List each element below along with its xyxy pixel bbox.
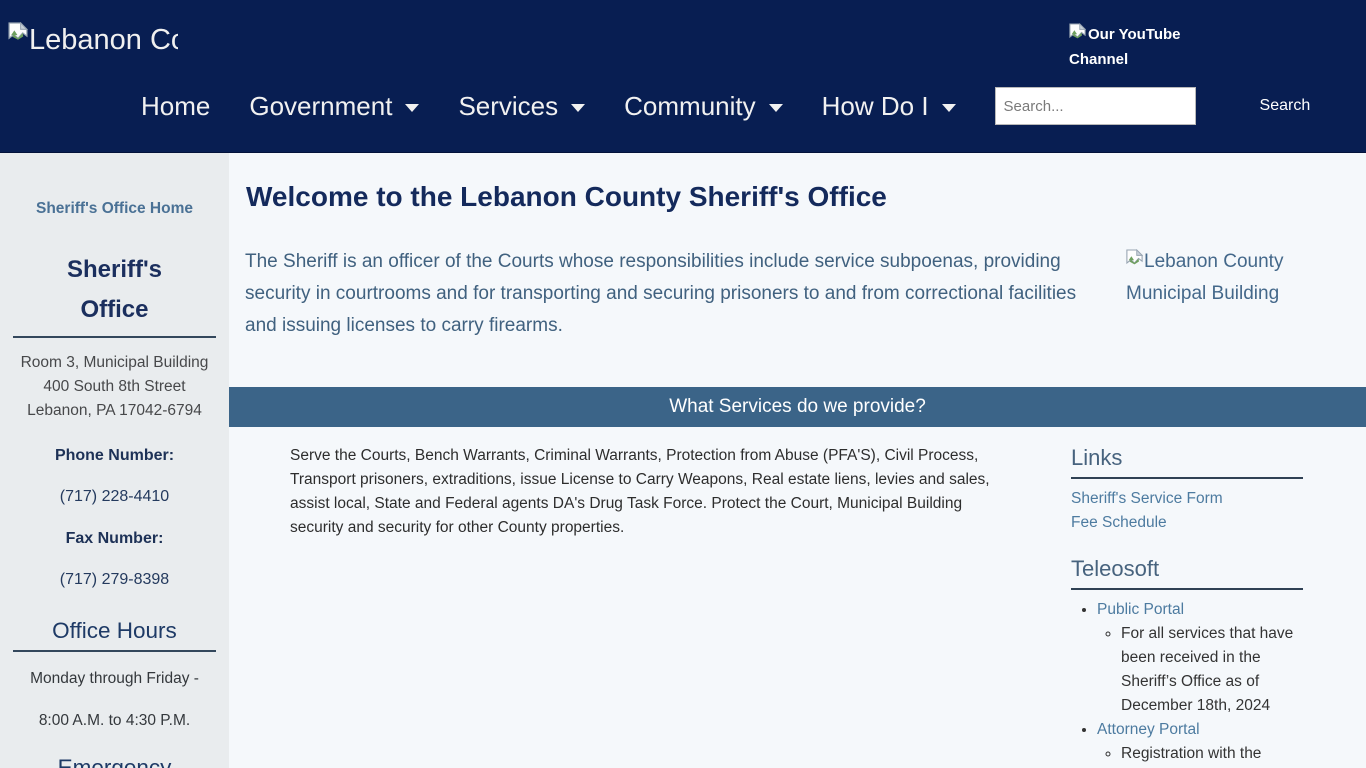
chevron-down-icon: [571, 104, 586, 112]
broken-image-icon: [1069, 22, 1087, 39]
sidebar-title: Sheriff's Office: [66, 256, 163, 323]
links-column: Links Sheriff's Service Form Fee Schedul…: [1071, 444, 1303, 766]
page-title: Welcome to the Lebanon County Sheriff's …: [246, 181, 887, 212]
address-line: Lebanon, PA 17042-6794: [27, 402, 202, 419]
nav-label: Home: [141, 90, 211, 121]
divider: [1071, 477, 1303, 479]
top-navbar: Lebanon Co Our YouTube Channel Home Gove…: [0, 0, 1366, 153]
main-navigation: Home Government Services Community How D…: [141, 78, 1348, 134]
youtube-channel-link[interactable]: Our YouTube Channel: [1069, 22, 1195, 72]
list-item: Public Portal For all services that have…: [1097, 598, 1303, 718]
youtube-link-label: Our YouTube Channel: [1069, 26, 1181, 68]
services-section: Serve the Courts, Bench Warrants, Crimin…: [229, 427, 1366, 766]
divider: [13, 336, 216, 338]
teleosoft-heading: Teleosoft: [1071, 556, 1160, 581]
chevron-down-icon: [768, 104, 783, 112]
broken-image-icon: [1126, 248, 1144, 265]
services-banner: What Services do we provide?: [229, 387, 1366, 427]
building-image-alt-text: Lebanon County Municipal Building: [1126, 251, 1284, 304]
divider: [1071, 588, 1303, 590]
address-line: 400 South 8th Street: [43, 378, 186, 395]
list-item: Attorney Portal Registration with the: [1097, 718, 1303, 766]
nav-item-home[interactable]: Home: [141, 91, 210, 122]
fax-label: Fax Number:: [65, 530, 164, 547]
services-paragraph: Serve the Courts, Bench Warrants, Crimin…: [290, 447, 990, 536]
portal-note: For all services that have been received…: [1121, 622, 1303, 718]
chevron-down-icon: [405, 104, 420, 112]
link-fee-schedule[interactable]: Fee Schedule: [1071, 514, 1167, 531]
nav-item-services[interactable]: Services: [458, 90, 586, 122]
sidebar-address: Room 3, Municipal Building 400 South 8th…: [20, 351, 209, 423]
nav-label: How Do I: [821, 90, 929, 121]
links-heading: Links: [1071, 445, 1123, 470]
logo-alt-text: Lebanon Co: [29, 24, 178, 56]
emergency-heading: Emergency: [57, 755, 172, 768]
main-content: Welcome to the Lebanon County Sheriff's …: [229, 153, 1366, 768]
sidebar: Sheriff's Office Home Sheriff's Office R…: [0, 153, 229, 768]
chevron-down-icon: [941, 104, 956, 112]
portal-sublist: Registration with the: [1097, 742, 1303, 766]
sidebar-item-sheriffs-office-home[interactable]: Sheriff's Office Home: [36, 200, 193, 217]
divider: [13, 650, 216, 652]
intro-paragraph: The Sheriff is an officer of the Courts …: [245, 251, 1077, 336]
municipal-building-image-link[interactable]: Lebanon County Municipal Building: [1126, 246, 1306, 342]
nav-item-government[interactable]: Government: [249, 90, 420, 122]
intro-section: The Sheriff is an officer of the Courts …: [245, 246, 1306, 342]
site-logo-link[interactable]: Lebanon Co: [8, 20, 178, 64]
link-sheriffs-service-form[interactable]: Sheriff's Service Form: [1071, 490, 1223, 507]
fax-number: (717) 279-8398: [59, 571, 170, 588]
portal-sublist: For all services that have been received…: [1097, 622, 1303, 718]
office-hours-times: 8:00 A.M. to 4:30 P.M.: [38, 712, 191, 729]
nav-label: Services: [458, 90, 559, 121]
phone-label: Phone Number:: [54, 447, 175, 464]
office-hours-days: Monday through Friday -: [30, 670, 199, 687]
nav-item-how-do-i[interactable]: How Do I: [822, 91, 956, 122]
nav-label: Government: [249, 90, 393, 121]
office-hours-heading: Office Hours: [52, 618, 177, 643]
search-button[interactable]: Search: [1259, 97, 1311, 114]
link-public-portal[interactable]: Public Portal: [1097, 601, 1185, 618]
nav-item-community[interactable]: Community: [624, 90, 783, 122]
address-line: Room 3, Municipal Building: [20, 354, 209, 371]
search-input[interactable]: [994, 87, 1196, 125]
broken-image-icon: [8, 21, 29, 40]
phone-number: (717) 228-4410: [59, 488, 170, 505]
link-attorney-portal[interactable]: Attorney Portal: [1097, 721, 1200, 738]
nav-label: Community: [624, 90, 756, 121]
portal-list: Public Portal For all services that have…: [1071, 598, 1303, 766]
portal-note: Registration with the: [1121, 742, 1303, 766]
